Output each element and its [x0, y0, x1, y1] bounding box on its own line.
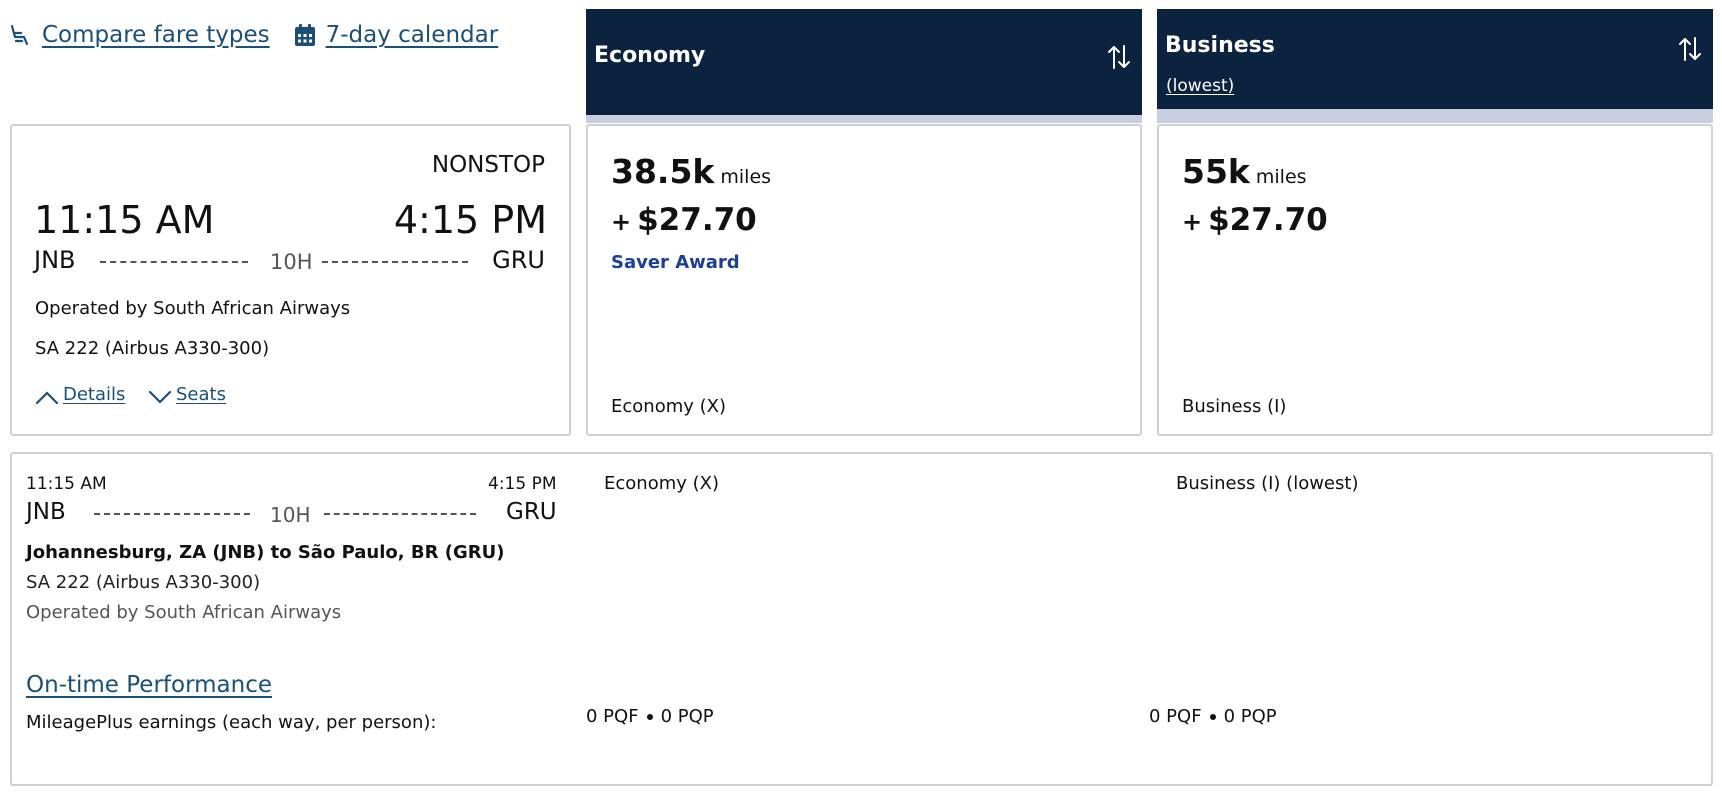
calendar-icon — [294, 24, 315, 46]
details-economy-cabin: Economy (X) — [604, 473, 719, 494]
economy-plus: + — [611, 208, 632, 236]
arrival-time: 4:15 PM — [393, 198, 547, 242]
compare-fare-types-label: Compare fare types — [42, 22, 270, 48]
flight-number: SA 222 (Airbus A330-300) — [35, 338, 270, 359]
details-route-line-left — [94, 513, 250, 515]
business-pqf: 0 PQF — [1149, 706, 1202, 727]
details-destination-code: GRU — [506, 499, 557, 525]
origin-code: JNB — [34, 246, 76, 274]
nonstop-label: NONSTOP — [431, 152, 545, 178]
details-toggle[interactable]: Details — [35, 384, 125, 405]
route-line-right — [322, 261, 468, 263]
economy-pqf: 0 PQF — [586, 706, 639, 727]
details-origin-code: JNB — [26, 499, 66, 525]
details-route-line-right — [324, 513, 476, 515]
economy-earnings: 0 PQF 0 PQP — [586, 706, 714, 727]
details-arrival-time: 4:15 PM — [488, 474, 557, 494]
details-flight-number: SA 222 (Airbus A330-300) — [26, 572, 261, 593]
business-fare-card[interactable]: 55k miles + $27.70 Business (I) — [1157, 124, 1713, 436]
chevron-down-icon — [148, 390, 172, 404]
seat-icon — [10, 24, 29, 46]
mileageplus-earnings-label: MileagePlus earnings (each way, per pers… — [26, 712, 437, 733]
economy-tax: + $27.70 — [611, 202, 757, 238]
economy-column-header[interactable]: Economy — [586, 9, 1142, 123]
business-miles-value: 55k — [1182, 152, 1250, 191]
flight-card: NONSTOP 11:15 AM 4:15 PM JNB 10H GRU Ope… — [10, 124, 571, 436]
sort-icon[interactable] — [1677, 35, 1703, 63]
details-label: Details — [63, 384, 126, 405]
operated-by: Operated by South African Airways — [35, 298, 351, 319]
business-tax-amount: $27.70 — [1208, 202, 1328, 238]
seats-toggle[interactable]: Seats — [148, 384, 226, 405]
separator-dot — [646, 713, 653, 720]
economy-cabin-code: Economy (X) — [611, 396, 726, 417]
business-miles-unit: miles — [1255, 166, 1307, 188]
business-pqp: 0 PQP — [1223, 706, 1277, 727]
details-duration: 10H — [270, 503, 311, 527]
business-earnings: 0 PQF 0 PQP — [1149, 706, 1277, 727]
business-tax: + $27.70 — [1182, 202, 1328, 238]
business-cabin-code: Business (I) — [1182, 396, 1287, 417]
economy-tax-amount: $27.70 — [637, 202, 757, 238]
economy-fare-card[interactable]: 38.5k miles + $27.70 Saver Award Economy… — [586, 124, 1142, 436]
seven-day-calendar-link[interactable]: 7-day calendar — [294, 22, 499, 48]
business-column-title: Business — [1165, 33, 1275, 58]
seven-day-calendar-label: 7-day calendar — [325, 22, 499, 48]
business-lowest-link[interactable]: (lowest) — [1166, 76, 1235, 96]
flight-duration: 10H — [270, 250, 313, 274]
route-line-left — [100, 261, 248, 263]
saver-award-label: Saver Award — [611, 252, 740, 273]
details-operated-by: Operated by South African Airways — [26, 602, 342, 623]
business-miles: 55k miles — [1182, 152, 1307, 191]
separator-dot — [1209, 713, 1216, 720]
compare-fare-types-link[interactable]: Compare fare types — [8, 22, 270, 48]
destination-code: GRU — [492, 246, 545, 274]
details-departure-time: 11:15 AM — [26, 474, 107, 494]
top-links: Compare fare types 7-day calendar — [8, 22, 522, 48]
economy-miles-unit: miles — [720, 166, 772, 188]
economy-miles-value: 38.5k — [611, 152, 715, 191]
details-business-cabin: Business (I) (lowest) — [1176, 473, 1359, 494]
business-plus: + — [1182, 208, 1203, 236]
business-header-bar — [1157, 109, 1713, 123]
departure-time: 11:15 AM — [34, 198, 215, 242]
economy-pqp: 0 PQP — [660, 706, 714, 727]
seats-label: Seats — [176, 384, 226, 405]
economy-header-bar — [586, 115, 1142, 123]
economy-miles: 38.5k miles — [611, 152, 771, 191]
business-column-header[interactable]: Business (lowest) — [1157, 9, 1713, 123]
chevron-up-icon — [35, 391, 59, 405]
on-time-performance-link[interactable]: On-time Performance — [26, 672, 273, 698]
flight-details-panel: 11:15 AM 4:15 PM JNB 10H GRU Johannesbur… — [10, 452, 1713, 786]
details-route: Johannesburg, ZA (JNB) to São Paulo, BR … — [26, 542, 505, 563]
sort-icon[interactable] — [1106, 43, 1132, 71]
economy-column-title: Economy — [594, 43, 706, 68]
